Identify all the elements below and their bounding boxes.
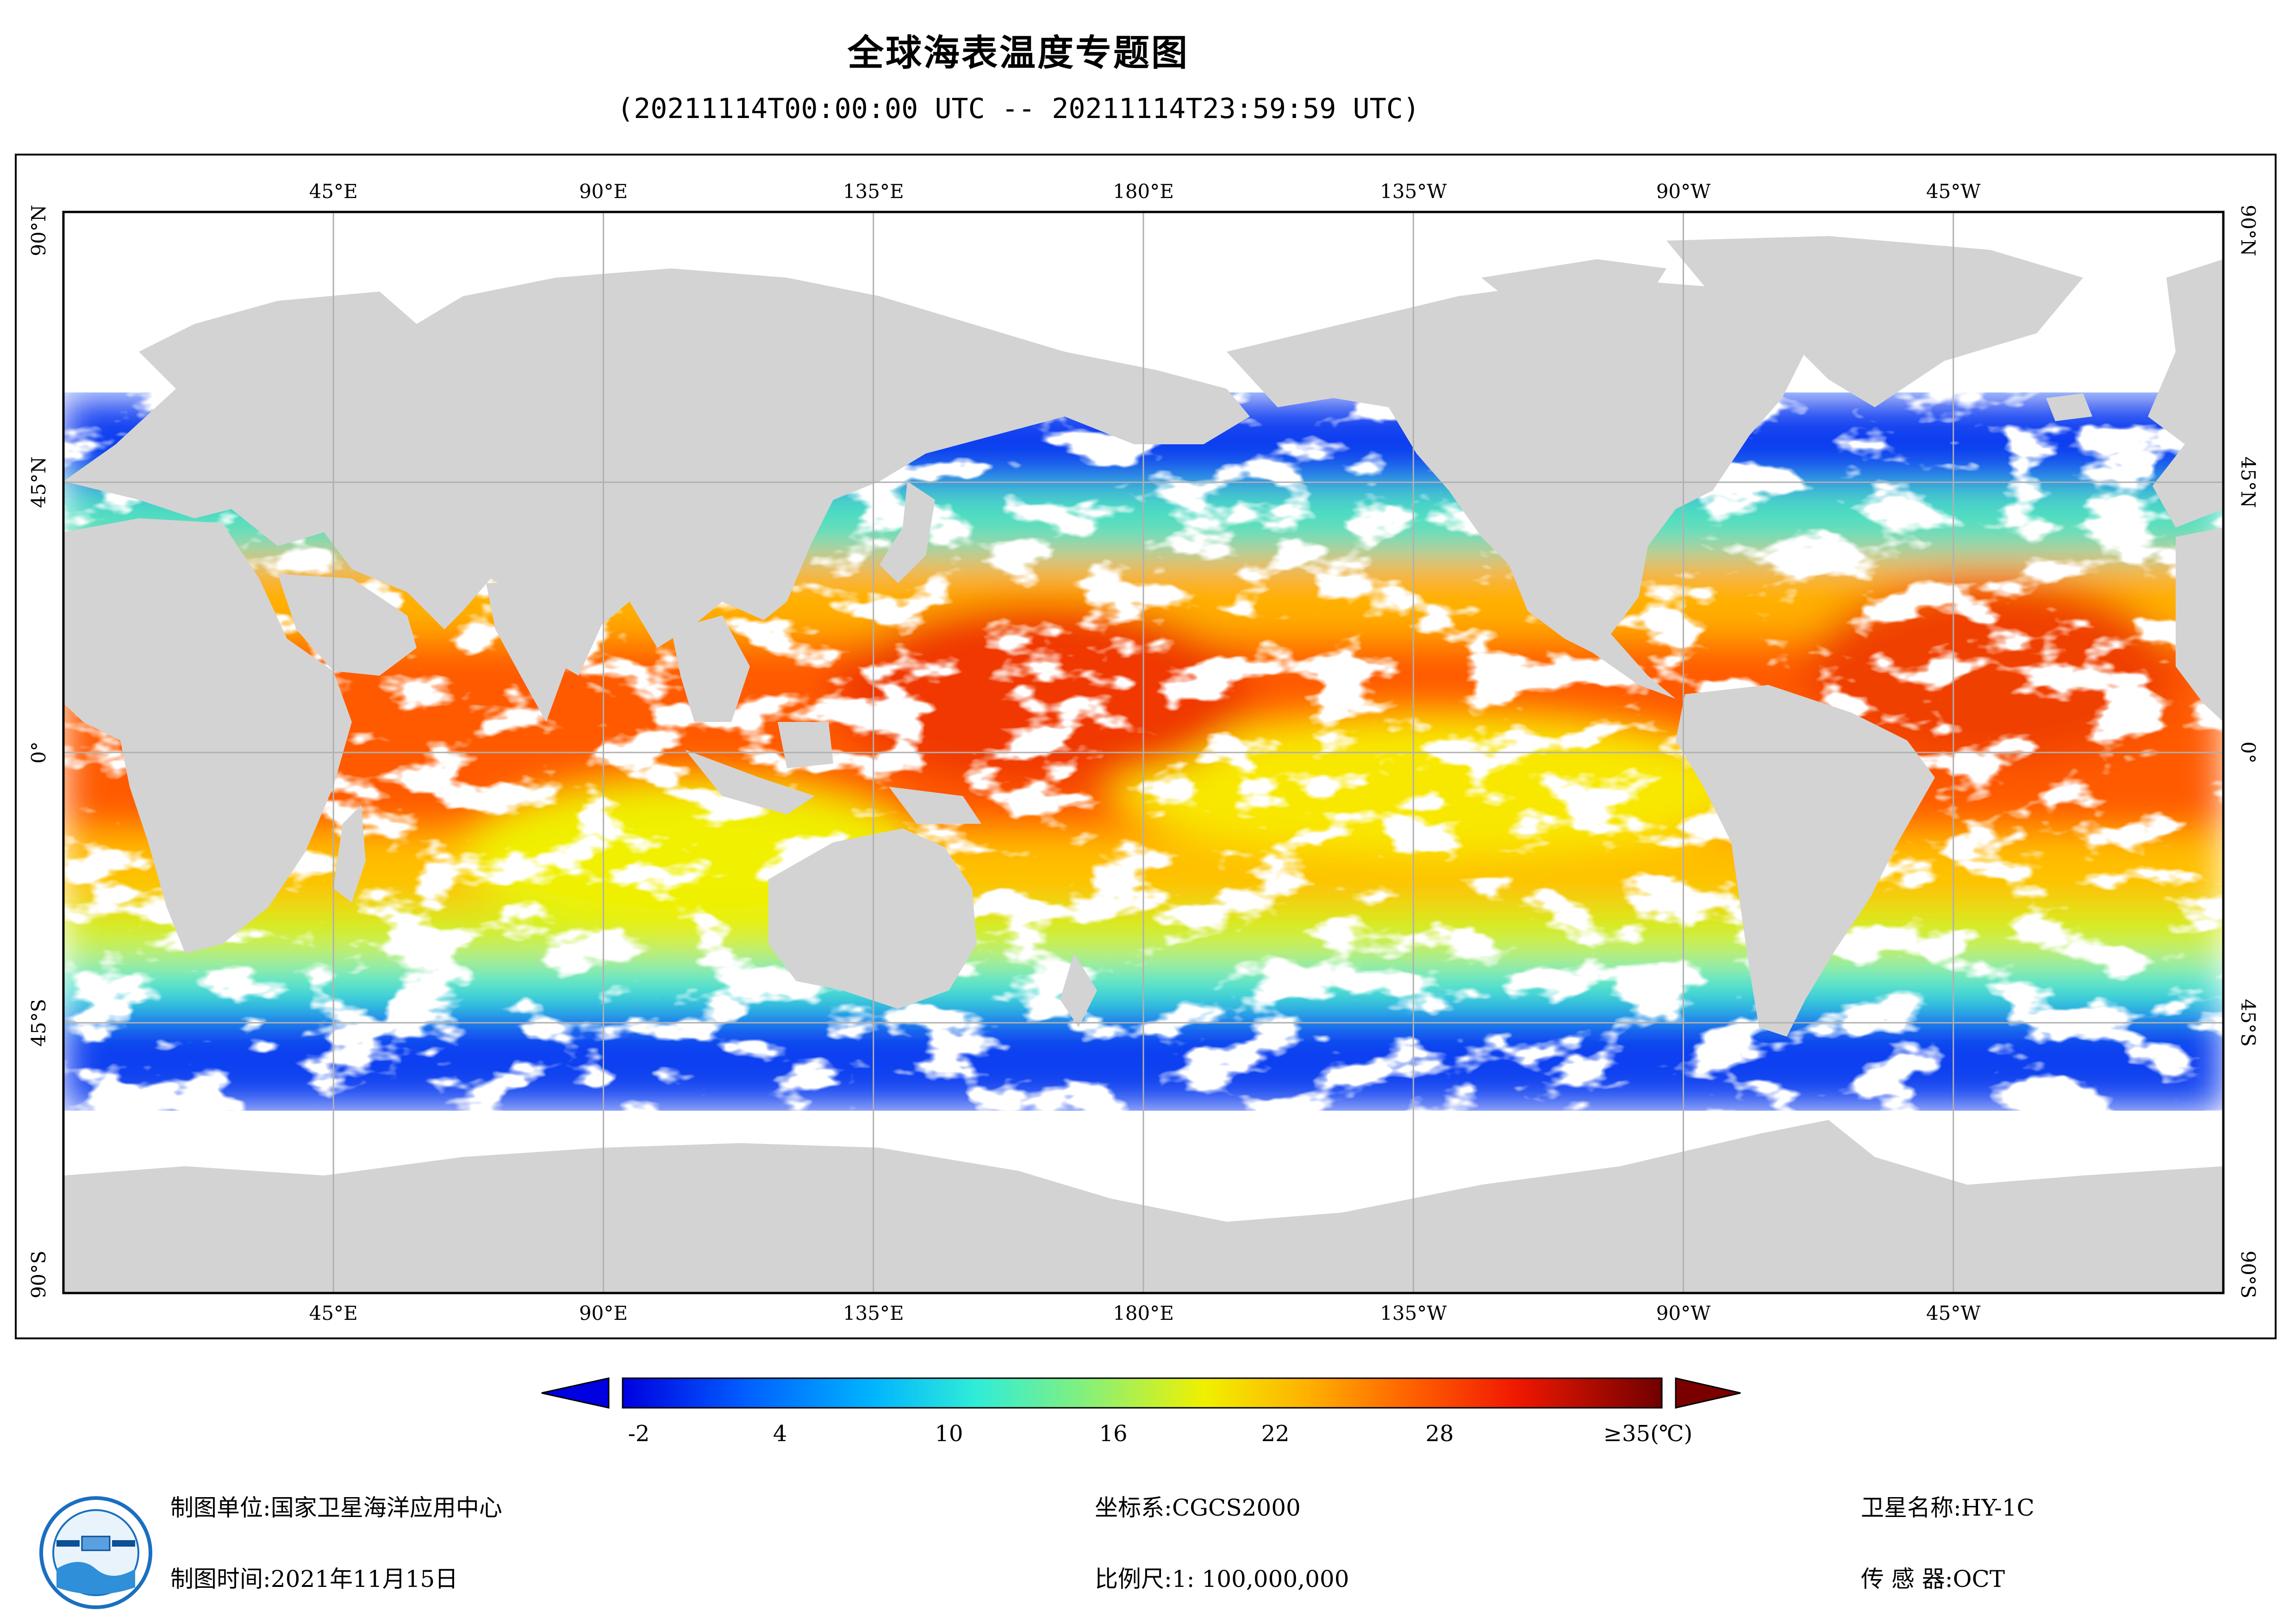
nsoas-logo: [39, 1496, 152, 1609]
colorbar: [541, 1377, 1741, 1409]
map-scale: 比例尺:1: 100,000,000: [1095, 1566, 1349, 1592]
latitude-label: 90°S: [27, 1250, 50, 1298]
land-iceland: [2046, 393, 2092, 421]
map-unit: 制图单位:国家卫星海洋应用中心: [170, 1494, 502, 1521]
satellite-name: 卫星名称:HY-1C: [1861, 1494, 2034, 1521]
longitude-label: 90°E: [579, 180, 628, 203]
land-se-asia: [671, 616, 750, 722]
latitude-label: 90°N: [27, 205, 50, 256]
legend-tick-label: ≥35(℃): [1603, 1421, 1693, 1447]
latitude-label: 45°N: [2237, 456, 2259, 508]
land-south-america: [1676, 685, 1935, 1037]
land-madagascar: [333, 805, 366, 902]
colorbar-low-arrow: [541, 1377, 610, 1409]
latitude-label: 90°S: [2237, 1250, 2259, 1298]
land-indonesia: [685, 750, 815, 815]
land-new-guinea: [889, 787, 981, 824]
legend-tick-label: 28: [1425, 1421, 1454, 1447]
longitude-label: 90°E: [579, 1302, 628, 1325]
legend-tick-label: -2: [628, 1421, 650, 1447]
land-new-zealand: [1060, 953, 1097, 1027]
longitude-label: 135°W: [1380, 1302, 1447, 1325]
colorbar-gradient: [622, 1377, 1663, 1409]
longitude-label: 135°W: [1380, 180, 1447, 203]
longitude-label: 45°W: [1926, 180, 1981, 203]
map-frame: [15, 154, 2277, 1339]
latitude-label: 90°N: [2237, 205, 2259, 256]
time-range-subtitle: (20211114T00:00:00 UTC -- 20211114T23:59…: [617, 93, 1420, 125]
land-australia: [768, 828, 977, 1009]
longitude-label: 45°W: [1926, 1302, 1981, 1325]
land-europe-east: [2148, 259, 2223, 528]
legend-tick-label: 4: [773, 1421, 787, 1447]
land-eurasia: [63, 268, 1250, 676]
land-borneo: [778, 722, 833, 768]
map-border: [62, 211, 2225, 1294]
land-africa-wrap: [2176, 528, 2223, 722]
land-arabia: [278, 574, 417, 676]
map-date: 制图时间:2021年11月15日: [170, 1566, 458, 1592]
longitude-label: 45°E: [309, 1302, 358, 1325]
longitude-label: 90°W: [1656, 180, 1711, 203]
legend-tick-label: 16: [1099, 1421, 1128, 1447]
map-title: 全球海表温度专题图: [847, 32, 1189, 74]
land-arctic-islands: [1481, 259, 1666, 315]
graticule: [63, 212, 2223, 1293]
coordinate-system: 坐标系:CGCS2000: [1095, 1494, 1301, 1521]
latitude-label: 45°N: [27, 456, 50, 508]
land-africa: [63, 518, 352, 953]
longitude-label: 90°W: [1656, 1302, 1711, 1325]
axis-labels: 45°E 45°E 90°E 90°E 135°E 135°E 180°E 180°E 135°…: [27, 180, 2259, 1325]
longitude-label: 135°E: [843, 180, 904, 203]
sensor-name: 传 感 器:OCT: [1861, 1566, 2005, 1592]
land-north-america: [1227, 278, 1805, 699]
land-japan: [880, 481, 935, 583]
longitude-label: 180°E: [1113, 1302, 1174, 1325]
latitude-label: 0°: [2237, 741, 2259, 764]
legend-tick-label: 22: [1261, 1421, 1290, 1447]
land-greenland: [1666, 236, 2083, 407]
latitude-label: 45°S: [2237, 999, 2259, 1046]
legend-tick-label: 10: [935, 1421, 963, 1447]
longitude-label: 45°E: [309, 180, 358, 203]
colorbar-high-arrow: [1675, 1377, 1741, 1409]
land-india: [486, 583, 583, 722]
latitude-label: 45°S: [27, 999, 50, 1046]
longitude-label: 135°E: [843, 1302, 904, 1325]
latitude-label: 0°: [27, 741, 50, 764]
longitude-label: 180°E: [1113, 180, 1174, 203]
